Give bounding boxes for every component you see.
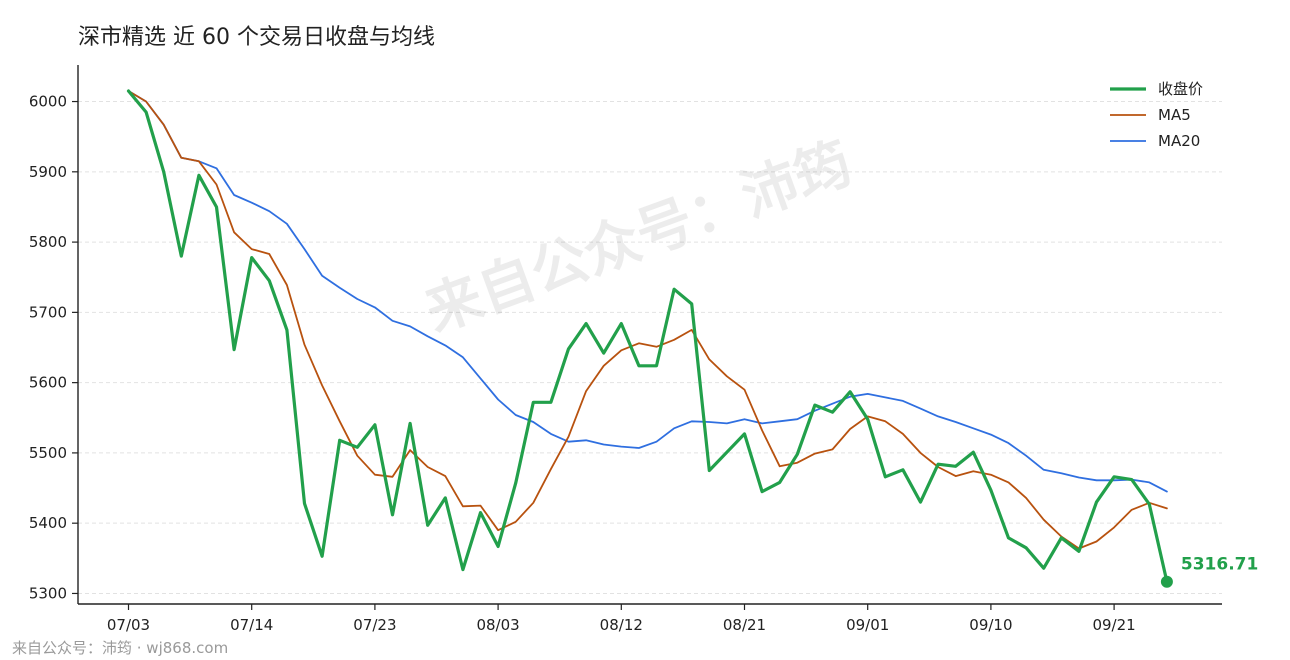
y-tick-label-5600: 5600 (29, 374, 67, 392)
x-tick-label-09/21: 09/21 (1092, 616, 1135, 634)
x-tick-label-09/01: 09/01 (846, 616, 889, 634)
x-tick-label-09/10: 09/10 (969, 616, 1012, 634)
y-tick-label-5300: 5300 (29, 584, 67, 602)
legend: 收盘价 MA5 MA20 (1110, 80, 1203, 150)
x-tick-label-07/23: 07/23 (353, 616, 396, 634)
legend-label-收盘价: 收盘价 (1158, 80, 1203, 98)
x-axis-ticks: 07/03 07/14 07/23 08/03 08/12 08/21 09/01 09/10… (107, 604, 1136, 634)
x-tick-label-08/03: 08/03 (476, 616, 519, 634)
series-lines (126, 89, 1169, 584)
axes (77, 65, 1222, 605)
footer-credit: 来自公众号：沛筠 · wj868.com (12, 639, 228, 657)
y-tick-label-6000: 6000 (29, 93, 67, 111)
y-tick-label-5400: 5400 (29, 514, 67, 532)
legend-label-MA5: MA5 (1158, 106, 1191, 124)
grid-lines (78, 101, 1222, 594)
last-value-label: 5316.71 (1181, 555, 1258, 575)
x-tick-label-08/21: 08/21 (723, 616, 766, 634)
y-tick-label-5500: 5500 (29, 444, 67, 462)
x-tick-label-07/03: 07/03 (107, 616, 150, 634)
last-point-group: 5316.71 (1160, 555, 1258, 588)
x-tick-label-07/14: 07/14 (230, 616, 273, 634)
chart-title: 深市精选 近 60 个交易日收盘与均线 (78, 25, 435, 50)
series-line-收盘价 (126, 89, 1169, 584)
y-axis-ticks: 5300 5400 5500 5600 5700 5800 5900 6000 (29, 93, 78, 602)
series-line-MA5 (127, 90, 1168, 550)
x-tick-label-08/12: 08/12 (600, 616, 643, 634)
series-line-MA20 (127, 90, 1168, 493)
last-point-marker (1160, 575, 1173, 588)
legend-label-MA20: MA20 (1158, 132, 1200, 150)
y-tick-label-5700: 5700 (29, 303, 67, 321)
y-tick-label-5800: 5800 (29, 233, 67, 251)
y-tick-label-5900: 5900 (29, 163, 67, 181)
